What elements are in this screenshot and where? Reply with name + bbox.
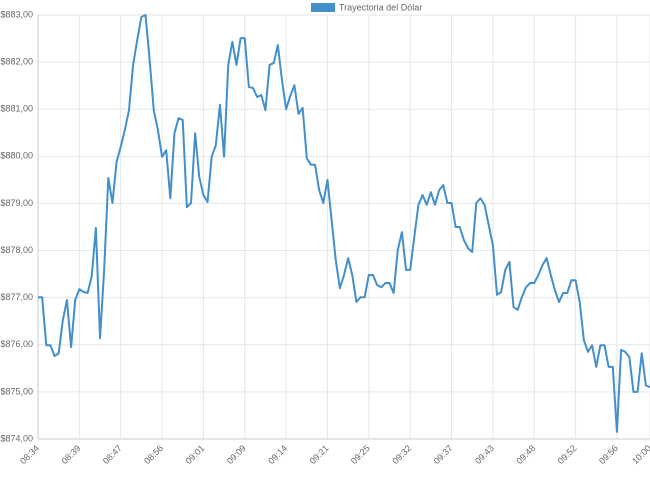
y-tick-label: $880,00 bbox=[0, 151, 33, 161]
y-tick-label: $883,00 bbox=[0, 9, 33, 19]
x-tick-label: 08:56 bbox=[142, 443, 165, 466]
legend: Trayectoria del Dólar bbox=[311, 2, 422, 12]
x-tick-label: 09:32 bbox=[390, 443, 413, 466]
x-tick-label: 09:25 bbox=[349, 443, 372, 466]
x-tick-label: 08:47 bbox=[101, 443, 124, 466]
x-tick-label: 09:37 bbox=[432, 443, 455, 466]
x-tick-label: 09:01 bbox=[183, 443, 206, 466]
y-tick-label: $877,00 bbox=[0, 292, 33, 302]
x-tick-label: 08:39 bbox=[59, 443, 82, 466]
legend-swatch bbox=[311, 3, 335, 12]
y-tick-label: $875,00 bbox=[0, 386, 33, 396]
x-tick-label: 09:14 bbox=[266, 443, 289, 466]
y-tick-label: $879,00 bbox=[0, 198, 33, 208]
x-tick-label: 09:09 bbox=[225, 443, 248, 466]
data-line bbox=[38, 14, 650, 433]
x-tick-label: 09:48 bbox=[514, 443, 537, 466]
x-tick-label: 09:52 bbox=[556, 443, 579, 466]
legend-label: Trayectoria del Dólar bbox=[339, 2, 422, 12]
x-tick-label: 08:34 bbox=[18, 443, 41, 466]
y-tick-label: $876,00 bbox=[0, 339, 33, 349]
x-tick-label: 09:43 bbox=[473, 443, 496, 466]
y-tick-label: $881,00 bbox=[0, 104, 33, 114]
x-tick-label: 09:56 bbox=[597, 443, 620, 466]
y-tick-label: $878,00 bbox=[0, 245, 33, 255]
y-tick-label: $874,00 bbox=[0, 433, 33, 443]
x-tick-label: 10:00 bbox=[630, 443, 650, 466]
x-tick-label: 09:21 bbox=[308, 443, 331, 466]
y-tick-label: $882,00 bbox=[0, 56, 33, 66]
